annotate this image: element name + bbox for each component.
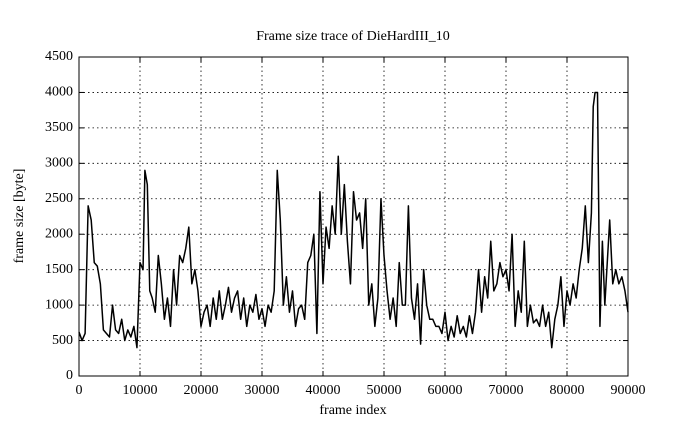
x-tick-label: 90000 [611,383,646,398]
y-axis-label: frame size [byte] [12,169,27,264]
y-tick-label: 2000 [45,226,73,241]
x-tick-label: 20000 [184,383,219,398]
x-tick-label: 60000 [428,383,463,398]
y-tick-label: 3500 [45,120,73,135]
x-tick-label: 50000 [367,383,402,398]
x-tick-label: 10000 [123,383,158,398]
y-tick-label: 1000 [45,297,73,312]
y-tick-label: 3000 [45,156,73,171]
x-tick-label: 30000 [245,383,280,398]
x-tick-label: 40000 [306,383,341,398]
data-line [78,91,629,349]
x-axis-label: frame index [319,403,386,418]
y-tick-label: 4000 [45,85,73,100]
y-tick-label: 0 [66,368,73,383]
y-tick-label: 1500 [45,262,73,277]
chart-title: Frame size trace of DieHardIII_10 [256,29,450,44]
y-tick-label: 2500 [45,191,73,206]
y-tick-label: 4500 [45,49,73,64]
y-tick-label: 500 [52,333,73,348]
plot-frame [78,56,629,377]
x-tick-label: 70000 [489,383,524,398]
x-tick-label: 0 [76,383,83,398]
x-tick-label: 80000 [550,383,585,398]
